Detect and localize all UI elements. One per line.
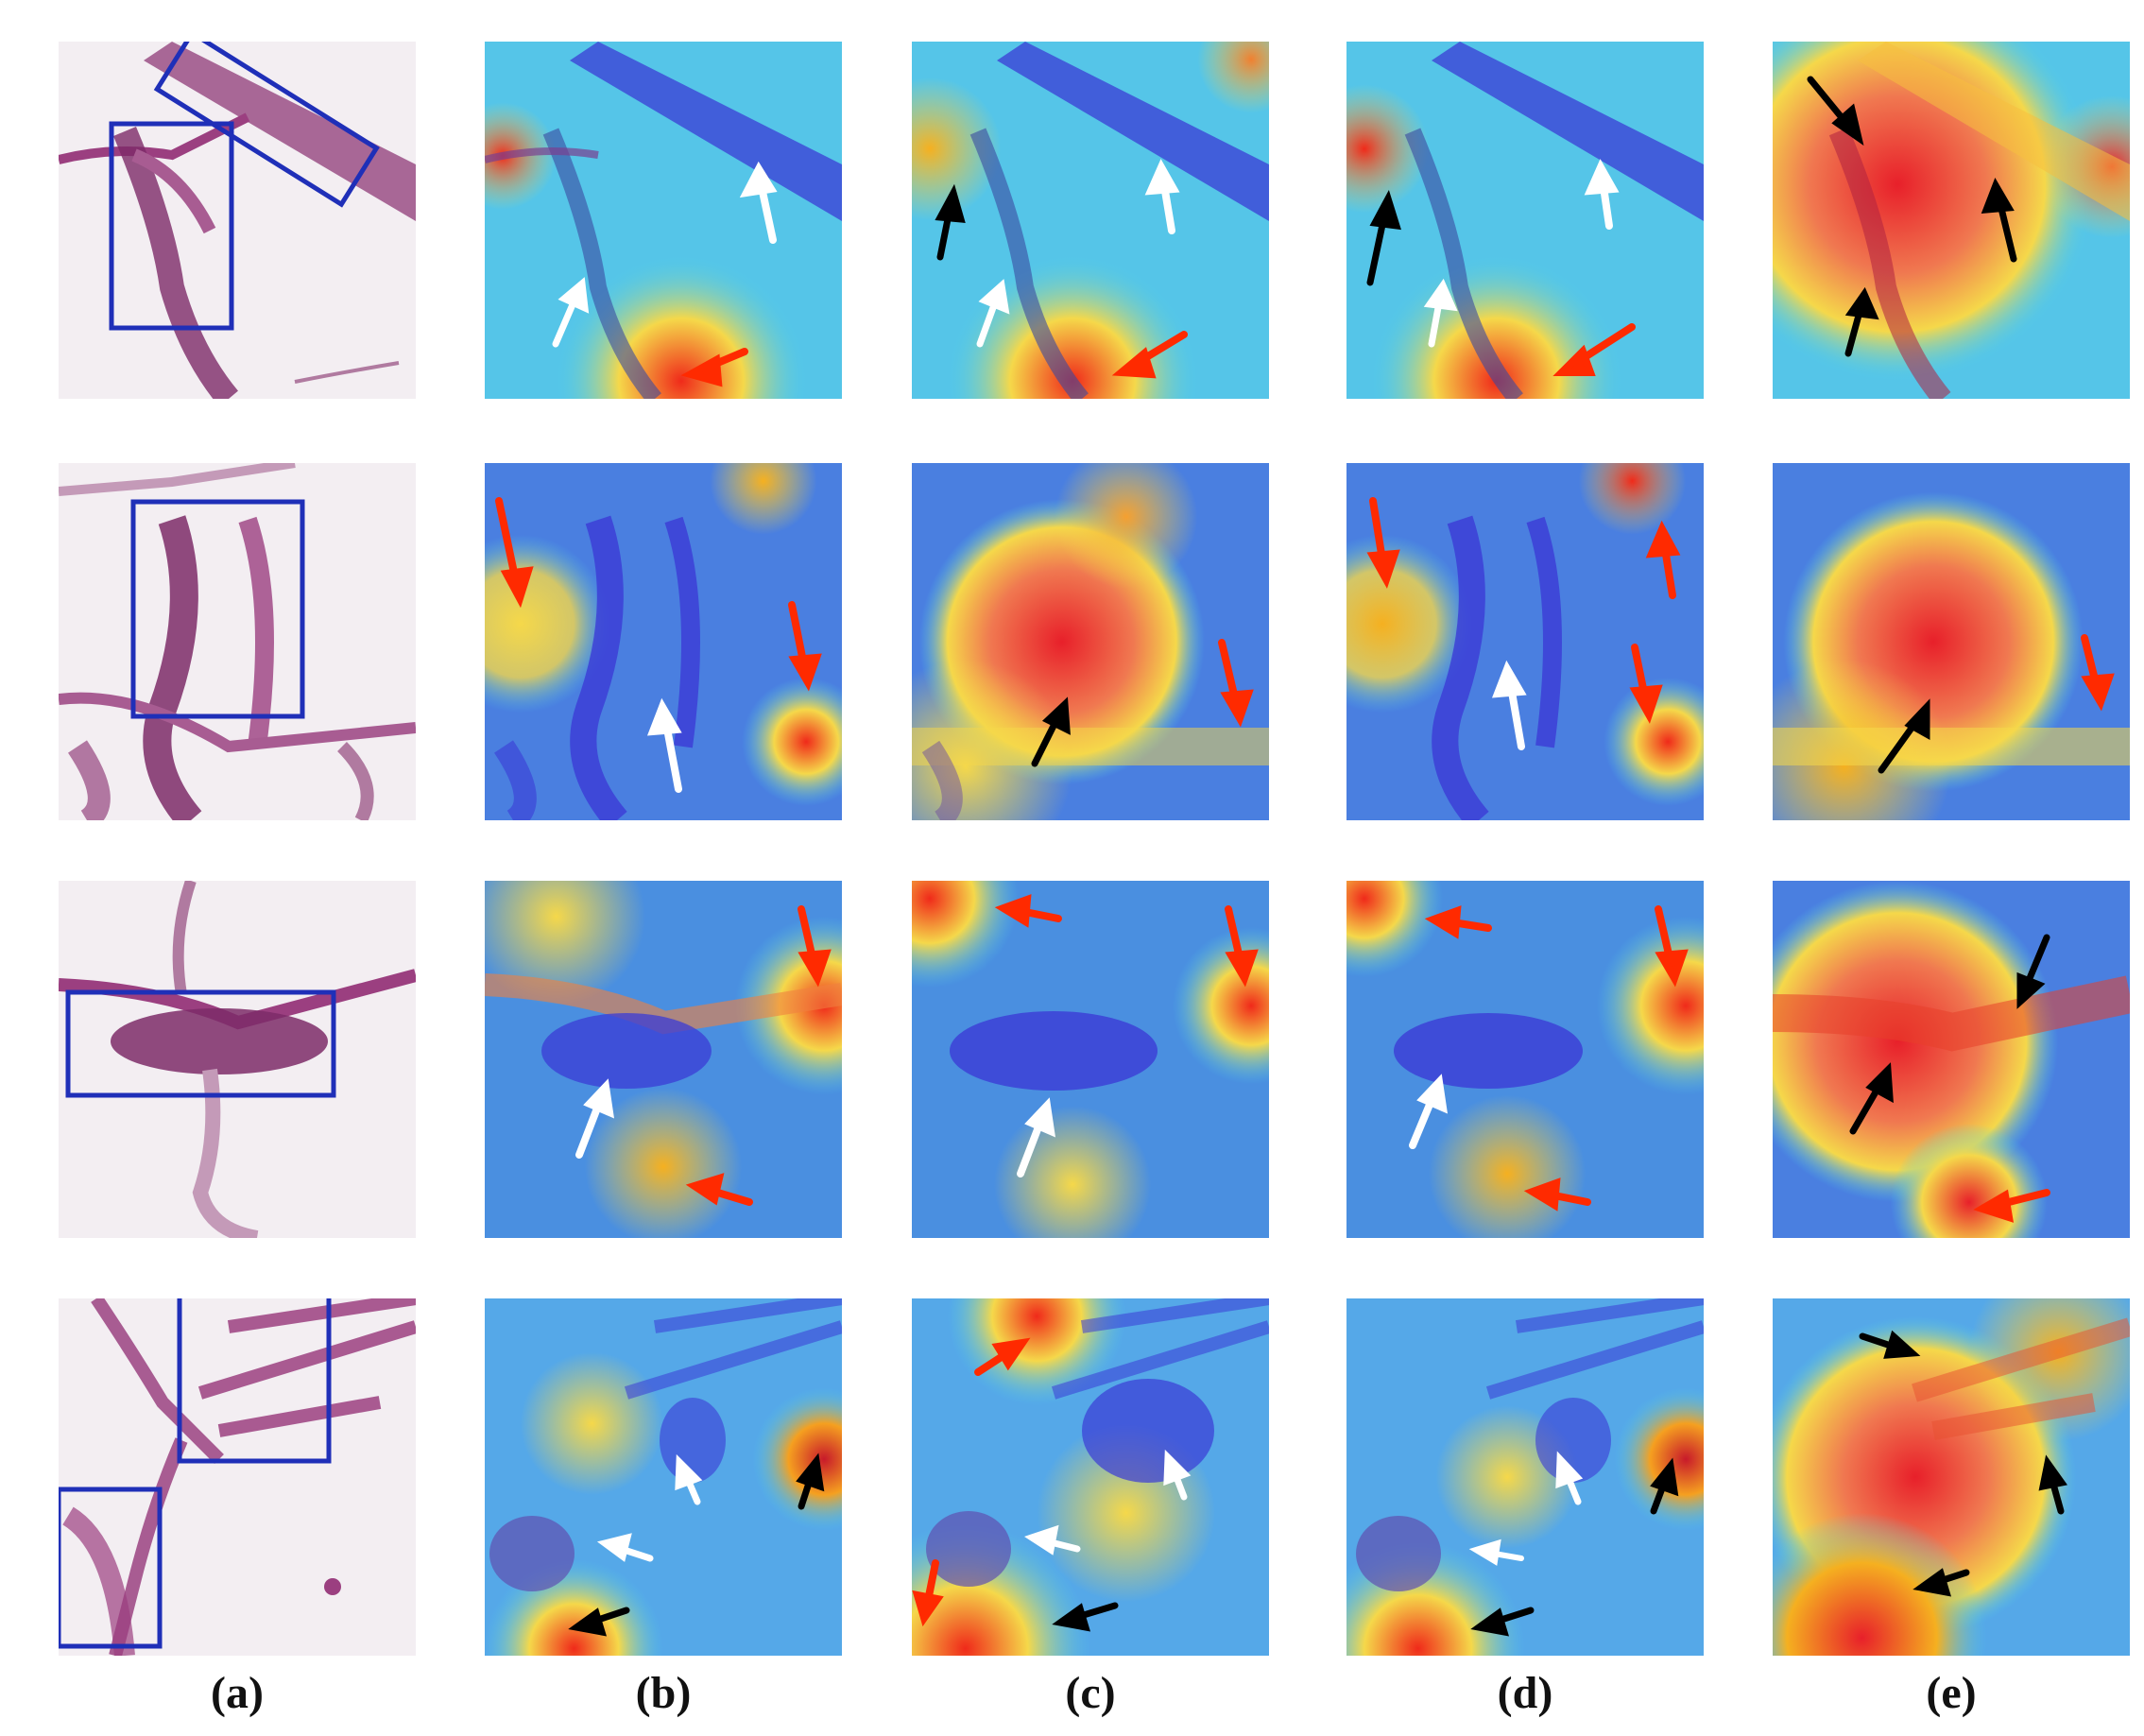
- arrow-black: [568, 1607, 630, 1637]
- arrow-white: [739, 161, 778, 244]
- arrow-red: [1645, 520, 1681, 599]
- panel-r4-b: [485, 1298, 842, 1656]
- arrow-black: [1859, 1330, 1921, 1359]
- arrow-red: [912, 1559, 944, 1627]
- arrow-red: [680, 348, 748, 387]
- panel-r3-b: [485, 881, 842, 1238]
- arrow-black: [2038, 1454, 2067, 1515]
- arrow-red: [994, 894, 1062, 928]
- panel-r3-d: [1346, 881, 1704, 1238]
- arrow-white: [1409, 1074, 1449, 1149]
- arrow-black: [1844, 286, 1879, 357]
- arrow-red: [2081, 634, 2115, 712]
- panel-r2-b: [485, 463, 842, 820]
- column-label-a: (a): [211, 1668, 264, 1718]
- panel-r3-c: [912, 881, 1269, 1238]
- panel-r4-d: [1346, 1298, 1704, 1656]
- column-label-c: (c): [1065, 1668, 1116, 1718]
- arrow-black: [2016, 934, 2050, 1009]
- panel-r4-a: [59, 1298, 416, 1656]
- panel-r2-d: [1346, 463, 1704, 820]
- arrow-red: [1424, 905, 1492, 939]
- arrow-red: [495, 497, 534, 609]
- arrow-black: [1650, 1457, 1679, 1515]
- arrow-red: [1629, 644, 1663, 724]
- arrow-black: [935, 183, 966, 261]
- arrow-red: [1218, 639, 1254, 728]
- arrow-white: [1491, 660, 1527, 750]
- panel-r3-a: [59, 881, 416, 1238]
- panel-r2-e: [1773, 463, 2130, 820]
- arrow-red: [1366, 497, 1400, 589]
- panel-r3-e: [1773, 881, 2130, 1238]
- arrow-white: [646, 697, 682, 793]
- arrow-black: [1912, 1568, 1970, 1597]
- arrow-white: [1555, 1451, 1584, 1505]
- arrow-white: [1017, 1097, 1056, 1177]
- arrow-red: [1225, 905, 1259, 988]
- arrow-white: [1163, 1449, 1192, 1501]
- arrow-red: [1111, 331, 1188, 379]
- arrow-black: [1849, 1062, 1894, 1135]
- panel-r1-b: [485, 42, 842, 399]
- arrow-black: [1981, 177, 2017, 263]
- arrow-black: [1807, 76, 1864, 146]
- arrow-red: [974, 1337, 1031, 1376]
- arrow-red: [685, 1173, 753, 1206]
- arrow-red: [1973, 1189, 2050, 1223]
- arrow-black: [1366, 189, 1401, 286]
- arrow-black: [1878, 698, 1930, 774]
- panel-r1-a: [59, 42, 416, 399]
- arrow-black: [1052, 1602, 1119, 1632]
- arrow-white: [675, 1453, 703, 1505]
- panel-r4-e: [1773, 1298, 2130, 1656]
- column-label-b: (b): [635, 1668, 692, 1718]
- arrow-black: [1470, 1607, 1535, 1637]
- panel-r2-a: [59, 463, 416, 820]
- arrow-white: [1468, 1538, 1524, 1566]
- arrow-white: [1423, 278, 1458, 348]
- arrow-red: [798, 905, 832, 988]
- arrow-white: [1024, 1524, 1081, 1556]
- arrow-white: [552, 277, 590, 348]
- arrow-red: [788, 601, 822, 692]
- panel-r4-c: [912, 1298, 1269, 1656]
- arrow-black: [796, 1452, 825, 1510]
- panel-r1-c: [912, 42, 1269, 399]
- panel-r2-c: [912, 463, 1269, 820]
- arrow-white: [1144, 159, 1180, 234]
- column-label-e: (e): [1926, 1668, 1977, 1718]
- panel-r1-d: [1346, 42, 1704, 399]
- arrow-white: [976, 279, 1010, 348]
- panel-r1-e: [1773, 42, 2130, 399]
- arrow-red: [1655, 905, 1689, 988]
- arrow-white: [1584, 159, 1620, 230]
- arrow-red: [1523, 1177, 1591, 1212]
- arrow-white: [596, 1533, 654, 1562]
- arrow-black: [1031, 696, 1071, 767]
- arrow-red: [1552, 323, 1636, 376]
- column-label-d: (d): [1497, 1668, 1553, 1718]
- arrow-white: [575, 1078, 615, 1159]
